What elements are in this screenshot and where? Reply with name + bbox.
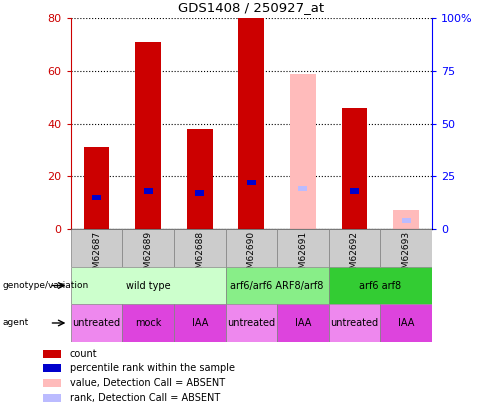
Bar [43,379,61,387]
Text: GSM62689: GSM62689 [143,231,153,280]
Bar [277,229,329,267]
Text: wild type: wild type [126,281,170,290]
Bar [402,218,410,223]
Text: agent: agent [2,318,29,328]
Bar [290,73,316,229]
Title: GDS1408 / 250927_at: GDS1408 / 250927_at [178,1,325,14]
Text: IAA: IAA [398,318,414,328]
Bar [92,194,101,200]
Bar [43,350,61,358]
Bar [380,229,432,267]
Bar [174,304,225,342]
Text: GSM62690: GSM62690 [247,231,256,280]
Text: value, Detection Call = ABSENT: value, Detection Call = ABSENT [70,378,225,388]
Text: IAA: IAA [192,318,208,328]
Text: GSM62688: GSM62688 [195,231,204,280]
Bar [122,304,174,342]
Bar [239,18,264,229]
Bar [122,229,174,267]
Text: genotype/variation: genotype/variation [2,281,89,290]
Bar [71,267,225,304]
Bar [195,190,204,196]
Text: GSM62692: GSM62692 [350,231,359,280]
Text: arf6/arf6 ARF8/arf8: arf6/arf6 ARF8/arf8 [230,281,324,290]
Text: arf6 arf8: arf6 arf8 [359,281,401,290]
Text: rank, Detection Call = ABSENT: rank, Detection Call = ABSENT [70,393,220,403]
Text: percentile rank within the sample: percentile rank within the sample [70,363,235,373]
Text: GSM62687: GSM62687 [92,231,101,280]
Bar [71,304,122,342]
Bar [143,188,153,194]
Bar [380,304,432,342]
Bar [43,364,61,373]
Bar [247,180,256,185]
Bar [135,42,161,229]
Bar [329,304,380,342]
Text: GSM62691: GSM62691 [298,231,307,280]
Bar [174,229,225,267]
Bar [393,211,419,229]
Bar [298,186,307,192]
Bar [329,267,432,304]
Bar [71,229,122,267]
Text: untreated: untreated [73,318,121,328]
Bar [225,267,329,304]
Bar [225,304,277,342]
Text: untreated: untreated [227,318,275,328]
Bar [342,108,367,229]
Text: untreated: untreated [330,318,379,328]
Bar [350,188,359,194]
Bar [277,304,329,342]
Text: count: count [70,349,98,358]
Text: GSM62693: GSM62693 [402,231,410,280]
Text: IAA: IAA [295,318,311,328]
Bar [83,147,109,229]
Bar [43,394,61,402]
Bar [187,129,213,229]
Bar [329,229,380,267]
Bar [225,229,277,267]
Text: mock: mock [135,318,162,328]
